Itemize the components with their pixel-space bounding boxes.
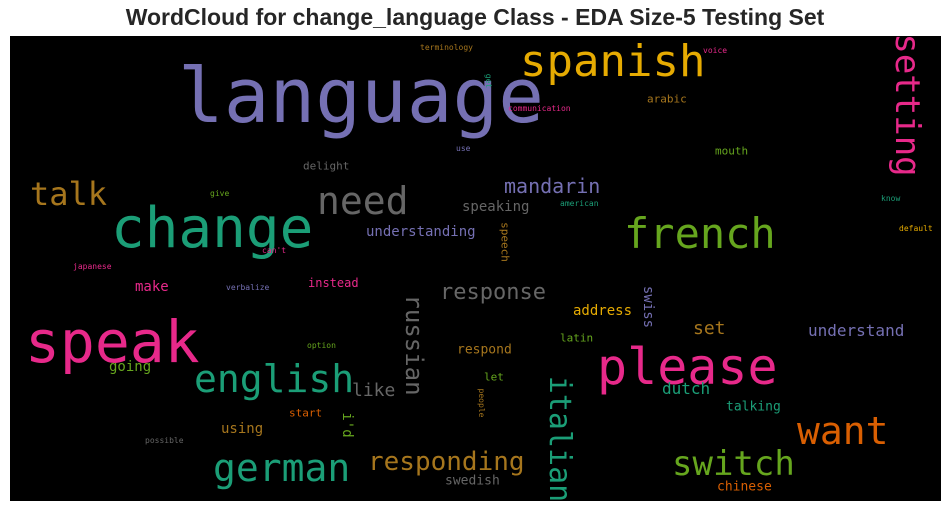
word-response: response: [440, 280, 546, 305]
word-switch: switch: [672, 444, 795, 484]
word-russian: russian: [400, 294, 428, 396]
word-need: need: [317, 179, 409, 223]
word-want: want: [797, 409, 889, 453]
chart-title: WordCloud for change_language Class - ED…: [125, 4, 825, 30]
word-japanese: japanese: [73, 262, 112, 271]
word-responding: responding: [368, 447, 525, 477]
word-french: french: [624, 209, 776, 258]
word-english: english: [194, 357, 355, 401]
word-possible: possible: [145, 436, 184, 445]
word-i-d: i'd: [339, 412, 355, 438]
word-communication: communication: [508, 104, 571, 113]
word-mandarin: mandarin: [504, 174, 601, 198]
word-swiss: swiss: [640, 285, 656, 329]
word-know: know: [881, 194, 901, 203]
word-latin: latin: [560, 331, 594, 345]
word-get: get: [484, 73, 493, 89]
word-speak: speak: [25, 308, 200, 376]
word-language: language: [178, 51, 545, 140]
word-swedish: swedish: [445, 473, 500, 489]
word-german: german: [213, 446, 351, 490]
word-chinese: chinese: [717, 479, 772, 495]
word-verbalize: verbalize: [226, 283, 270, 292]
word-understanding: understanding: [366, 224, 476, 240]
wordcloud-canvas: language spanish setting change need talk fren…: [10, 36, 941, 501]
word-american: american: [560, 199, 599, 208]
word-option: option: [307, 341, 336, 350]
word-make: make: [135, 279, 169, 295]
word-talk: talk: [30, 175, 108, 213]
word-talking: talking: [726, 399, 781, 415]
word-delight: delight: [303, 159, 350, 173]
word-dutch: dutch: [662, 379, 711, 398]
word-let: let: [484, 370, 504, 384]
word-use: use: [456, 144, 471, 153]
word-please: please: [597, 338, 778, 396]
word-set: set: [693, 318, 726, 339]
word-instead: instead: [308, 276, 359, 290]
word-speech: speech: [498, 222, 512, 262]
word-like: like: [352, 380, 396, 401]
word-address: address: [573, 303, 633, 319]
word-using: using: [221, 421, 264, 437]
word-voice: voice: [703, 46, 728, 55]
word-arabic: arabic: [647, 92, 687, 106]
word-people: people: [477, 388, 486, 418]
word-give: give: [210, 189, 230, 198]
word-respond: respond: [457, 342, 512, 358]
word-understand: understand: [808, 321, 905, 340]
word-change: change: [111, 196, 314, 261]
word-setting: setting: [887, 36, 927, 177]
word-mouth: mouth: [715, 144, 749, 158]
word-default: default: [899, 224, 933, 233]
word-spanish: spanish: [520, 36, 706, 87]
word-going: going: [109, 359, 152, 375]
word-terminology: terminology: [420, 43, 473, 52]
word-italian: italian: [542, 375, 577, 501]
word-can-t: can't: [262, 246, 287, 255]
word-speaking: speaking: [462, 199, 530, 215]
word-start: start: [289, 406, 323, 420]
